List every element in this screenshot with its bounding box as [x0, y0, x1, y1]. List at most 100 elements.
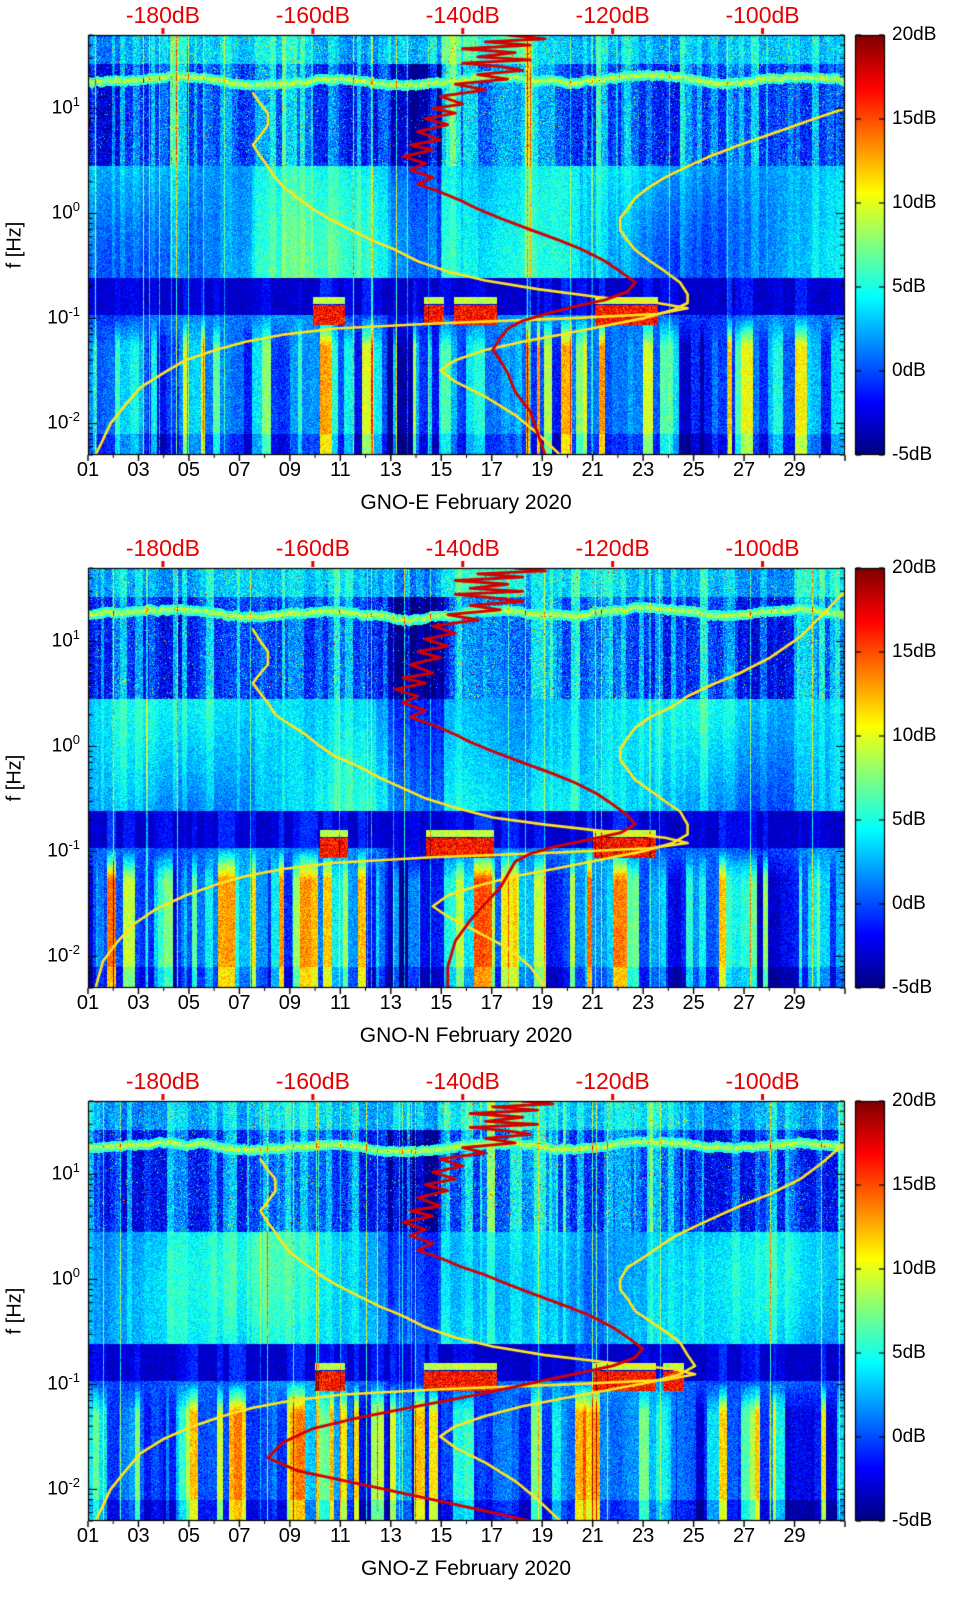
x-tick-label: 27 [732, 459, 756, 481]
x-tick-label: 25 [682, 992, 705, 1014]
colorbar-tick-label: 15dB [892, 1174, 937, 1195]
top-axis-tick-label: -140dB [425, 2, 500, 28]
y-tick-label: 10-2 [47, 942, 80, 967]
panel-gno-e: f [Hz] GNO-E February 2020 -180dB -160dB -… [0, 0, 962, 533]
x-tick-label: 15 [430, 992, 453, 1014]
x-tick-label: 01 [76, 459, 100, 481]
colorbar-tick-label: 20dB [892, 1090, 937, 1111]
y-tick-label: 10-1 [47, 1370, 80, 1395]
x-tick-label: 01 [76, 992, 100, 1014]
top-axis-tick-label: -160dB [275, 1068, 350, 1094]
top-axis-tick-label: -120dB [575, 1068, 650, 1094]
colorbar-tick-label: 15dB [892, 108, 937, 129]
x-tick-label: 19 [531, 459, 554, 481]
colorbar-tick-label: 20dB [892, 557, 937, 578]
y-tick-label: 10-1 [47, 304, 80, 329]
top-axis-tick-label: -180dB [125, 2, 201, 28]
colorbar-tick-label: 15dB [892, 641, 937, 662]
x-tick-label: 29 [783, 459, 806, 481]
top-axis-tick-label: -120dB [575, 535, 650, 561]
colorbar-tick-label: -5dB [892, 444, 933, 465]
x-tick-label: 07 [228, 992, 251, 1014]
top-axis-tick-label: -140dB [425, 535, 500, 561]
top-axis-tick-label: -160dB [275, 535, 350, 561]
x-tick-label: 03 [127, 1525, 150, 1547]
x-tick-label: 29 [783, 992, 806, 1014]
spectrogram-canvas [0, 533, 962, 1066]
x-tick-label: 27 [732, 1525, 756, 1547]
x-tick-label: 21 [581, 459, 604, 481]
colorbar-tick-label: 0dB [892, 360, 926, 381]
x-tick-label: 15 [430, 1525, 453, 1547]
top-axis-tick-label: -100dB [725, 535, 800, 561]
colorbar-tick-label: 10dB [892, 192, 937, 213]
x-tick-label: 25 [682, 459, 705, 481]
x-tick-label: 27 [732, 992, 756, 1014]
x-tick-label: 23 [632, 1525, 655, 1547]
x-tick-label: 13 [379, 1525, 402, 1547]
x-tick-label: 25 [682, 1525, 705, 1547]
x-tick-label: 13 [379, 992, 402, 1014]
y-tick-label: 101 [51, 94, 80, 119]
y-axis-label: f [Hz] [3, 221, 26, 269]
colorbar-tick-label: 0dB [892, 1426, 926, 1447]
x-tick-label: 29 [783, 1525, 806, 1547]
x-tick-label: 17 [480, 992, 503, 1014]
x-tick-label: 07 [228, 459, 251, 481]
x-axis-title: GNO-N February 2020 [359, 1024, 573, 1047]
colorbar-tick-label: 5dB [892, 1342, 926, 1363]
x-tick-label: 09 [278, 459, 301, 481]
y-tick-label: 10-1 [47, 837, 80, 862]
x-tick-label: 05 [177, 1525, 201, 1547]
x-axis-title: GNO-E February 2020 [360, 491, 572, 514]
y-tick-label: 101 [51, 1160, 80, 1185]
x-tick-label: 21 [581, 1525, 604, 1547]
colorbar-tick-label: 5dB [892, 809, 926, 830]
x-tick-label: 19 [531, 992, 554, 1014]
top-axis-tick-label: -140dB [425, 1068, 500, 1094]
x-axis-title: GNO-Z February 2020 [360, 1557, 572, 1580]
x-tick-label: 05 [177, 992, 201, 1014]
x-tick-label: 23 [632, 992, 655, 1014]
y-axis-label: f [Hz] [3, 754, 26, 802]
x-tick-label: 13 [379, 459, 402, 481]
y-tick-label: 100 [51, 732, 80, 757]
panel-gno-n: f [Hz] GNO-N February 2020 -180dB -160dB -… [0, 533, 962, 1066]
x-tick-label: 21 [581, 992, 604, 1014]
x-tick-label: 09 [278, 992, 301, 1014]
colorbar-tick-label: 5dB [892, 276, 926, 297]
y-axis-label: f [Hz] [3, 1287, 26, 1335]
y-tick-label: 101 [51, 627, 80, 652]
colorbar-tick-label: 20dB [892, 24, 937, 45]
top-axis-tick-label: -180dB [125, 1068, 201, 1094]
x-tick-label: 01 [76, 1525, 100, 1547]
y-tick-label: 100 [51, 199, 80, 224]
top-axis-tick-label: -120dB [575, 2, 650, 28]
x-tick-label: 03 [127, 459, 150, 481]
colorbar-tick-label: 10dB [892, 725, 937, 746]
top-axis-tick-label: -100dB [725, 2, 800, 28]
x-tick-label: 11 [329, 992, 351, 1014]
top-axis-tick-label: -100dB [725, 1068, 800, 1094]
colorbar-tick-label: -5dB [892, 1510, 933, 1531]
x-tick-label: 11 [329, 1525, 351, 1547]
colorbar-tick-label: -5dB [892, 977, 933, 998]
x-tick-label: 17 [480, 1525, 503, 1547]
colorbar-tick-label: 0dB [892, 893, 926, 914]
top-axis-tick-label: -180dB [125, 535, 201, 561]
y-tick-label: 10-2 [47, 1475, 80, 1500]
panel-gno-z: f [Hz] GNO-Z February 2020 -180dB -160dB -… [0, 1066, 962, 1599]
x-tick-label: 17 [480, 459, 503, 481]
spectrogram-canvas [0, 1066, 962, 1599]
top-axis-tick-label: -160dB [275, 2, 350, 28]
y-tick-label: 10-2 [47, 409, 80, 434]
x-tick-label: 09 [278, 1525, 301, 1547]
y-tick-label: 100 [51, 1265, 80, 1290]
x-tick-label: 15 [430, 459, 453, 481]
x-tick-label: 11 [329, 459, 351, 481]
x-tick-label: 03 [127, 992, 150, 1014]
x-tick-label: 19 [531, 1525, 554, 1547]
spectrogram-canvas [0, 0, 962, 533]
x-tick-label: 05 [177, 459, 201, 481]
